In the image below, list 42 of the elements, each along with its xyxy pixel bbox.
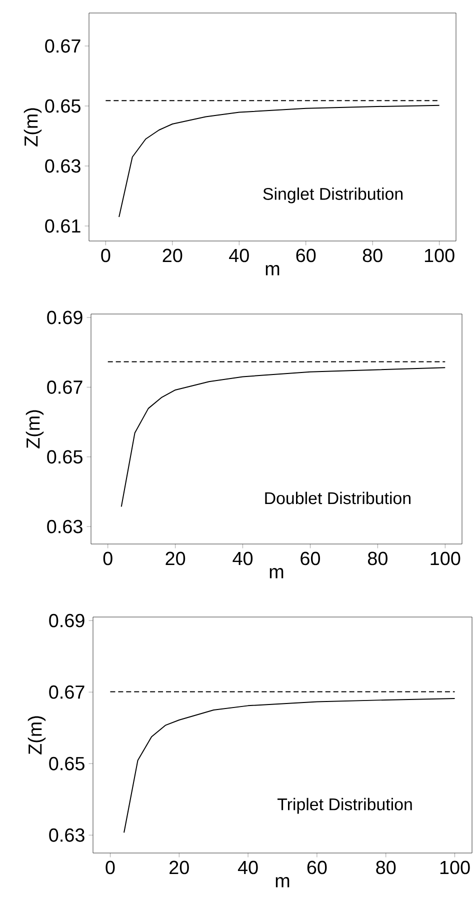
x-axis-title: m [276,877,290,888]
x-tick-label: 100 [440,860,470,874]
y-tick-label: 0.63 [47,520,82,534]
x-tick-label: 60 [296,248,316,262]
x-tick-label: 100 [424,248,454,262]
y-axis-title: Z(m) [28,716,46,754]
y-tick-label: 0.63 [49,828,84,842]
x-tick-label: 40 [232,552,253,566]
y-tick-label: 0.67 [47,380,82,394]
x-tick-label: 80 [376,860,396,874]
y-tick-label: 0.63 [45,159,80,173]
y-tick-label: 0.65 [47,450,82,464]
x-axis-title: m [270,568,284,578]
line-series [120,367,446,508]
x-tick-label: 80 [368,552,388,566]
y-axis-title: Z(m) [26,410,44,448]
y-tick-label: 0.65 [45,99,80,113]
y-tick-label: 0.67 [45,39,80,53]
x-tick-label: 60 [300,552,320,566]
x-tick-label: 20 [170,860,189,874]
y-tick-label: 0.65 [49,756,84,770]
x-tick-label: 80 [362,248,382,262]
y-tick-label: 0.69 [49,614,84,628]
annotation: Doublet Distribution [265,492,410,504]
x-tick-label: 0 [106,860,115,874]
y-tick-label: 0.69 [47,310,82,324]
line-series [118,104,440,218]
y-tick-label: 0.61 [45,219,80,233]
x-tick-label: 0 [103,552,112,566]
x-tick-label: 40 [229,248,249,262]
annotation: Singlet Distribution [263,188,403,204]
x-tick-label: 40 [238,860,258,874]
x-tick-label: 20 [166,552,186,566]
x-tick-label: 0 [101,248,110,262]
y-tick-label: 0.67 [49,685,84,699]
x-tick-label: 100 [430,552,460,566]
x-tick-label: 60 [307,860,327,874]
x-tick-label: 20 [162,248,182,262]
line-series [124,698,456,834]
annotation: Triplet Distribution [277,798,412,814]
x-axis-title: m [266,265,280,276]
y-axis-title: Z(m) [24,108,42,146]
